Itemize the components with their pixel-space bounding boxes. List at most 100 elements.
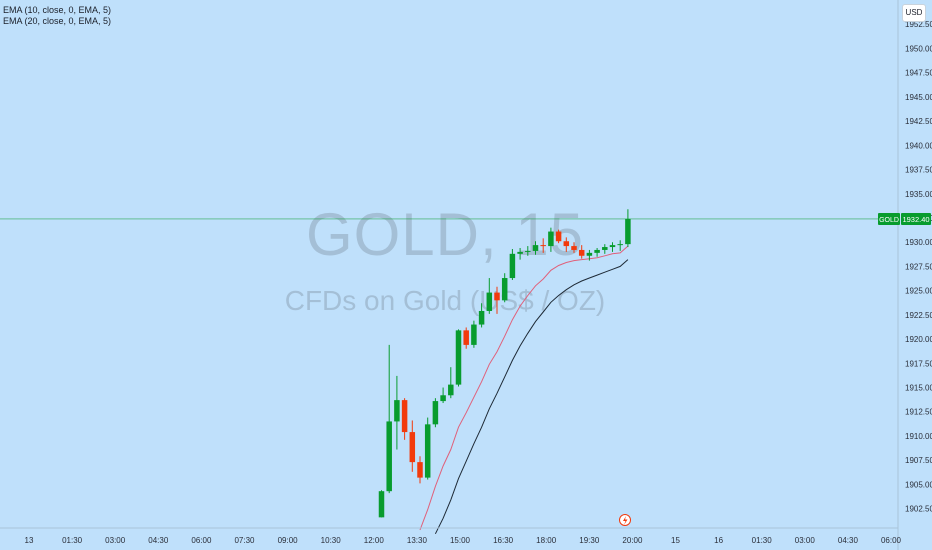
candle: [602, 244, 608, 254]
candle: [463, 327, 469, 349]
candle-body: [401, 400, 408, 433]
y-tick-label: 1940.00: [905, 141, 932, 150]
candle-body: [409, 432, 416, 463]
candle-body: [617, 244, 623, 246]
x-tick-label: 09:00: [278, 536, 299, 545]
last-price-badge: [901, 212, 931, 225]
candle: [378, 490, 385, 518]
candle-body: [602, 247, 608, 250]
candle: [478, 303, 485, 328]
candle: [494, 286, 500, 314]
candle: [424, 417, 431, 480]
candle: [455, 329, 462, 387]
candle-body: [486, 292, 493, 311]
y-tick-label: 1902.50: [905, 505, 932, 514]
candle-body: [463, 330, 469, 345]
ema10-line: [419, 245, 629, 531]
candle: [548, 227, 554, 252]
x-tick-label: 12:00: [364, 536, 385, 545]
candle: [486, 278, 493, 314]
x-tick-label: 06:00: [191, 536, 212, 545]
candle-body: [478, 310, 485, 325]
x-tick-label: 03:00: [795, 536, 816, 545]
candle-body: [525, 250, 531, 252]
y-tick-label: 1945.00: [905, 93, 932, 102]
y-tick-label: 1922.50: [905, 311, 932, 320]
last-price-text: 1932.40: [902, 215, 929, 224]
candle-body: [517, 251, 523, 254]
candle: [509, 248, 516, 280]
indicator-ema10-label[interactable]: EMA (10, close, 0, EMA, 5): [3, 5, 112, 15]
x-tick-label: 01:30: [62, 536, 83, 545]
candle-body: [494, 292, 500, 301]
candle: [594, 248, 600, 257]
indicator-ema20-label[interactable]: EMA (20, close, 0, EMA, 5): [3, 16, 112, 26]
currency-button[interactable]: USD: [902, 4, 926, 22]
y-tick-label: 1950.00: [905, 44, 932, 53]
y-tick-label: 1907.50: [905, 456, 932, 465]
candle-body: [424, 424, 431, 478]
y-tick-label: 1947.50: [905, 69, 932, 78]
ema20-line: [434, 259, 629, 535]
candle: [440, 387, 446, 404]
symbol-badge-text: GOLD: [879, 217, 899, 224]
candle-body: [509, 253, 516, 279]
y-tick-label: 1917.50: [905, 359, 932, 368]
candle-body: [563, 241, 570, 247]
x-tick-label: 13: [25, 536, 34, 545]
candle: [617, 240, 623, 251]
candle-body: [578, 249, 585, 256]
candle-body: [571, 246, 577, 250]
y-tick-label: 1910.00: [905, 432, 932, 441]
candle: [540, 238, 546, 253]
candle-body: [386, 421, 392, 492]
candle: [386, 344, 392, 494]
candle-body: [540, 245, 546, 247]
y-tick-label: 1920.00: [905, 335, 932, 344]
candle: [471, 320, 477, 348]
y-tick-label: 1937.50: [905, 166, 932, 175]
x-tick-label: 15:00: [450, 536, 471, 545]
candle-body: [586, 252, 593, 256]
candle-body: [501, 278, 508, 301]
candle-body: [455, 330, 462, 385]
y-tick-label: 1930.00: [905, 238, 932, 247]
x-tick-label: 04:30: [148, 536, 169, 545]
candle-body: [417, 462, 423, 478]
candle: [401, 398, 408, 440]
candle-body: [532, 245, 539, 251]
candle: [609, 242, 616, 252]
y-tick-label: 1905.00: [905, 480, 932, 489]
candle-body: [394, 400, 400, 422]
candle-body: [594, 249, 600, 253]
x-tick-label: 04:30: [838, 536, 859, 545]
y-tick-label: 1925.00: [905, 287, 932, 296]
candle: [448, 367, 454, 399]
candle-body: [555, 231, 562, 242]
symbol-badge: [878, 212, 900, 225]
candle: [417, 456, 423, 484]
x-tick-label: 20:00: [622, 536, 643, 545]
candle-body: [440, 395, 446, 402]
y-tick-label: 1942.50: [905, 117, 932, 126]
x-tick-label: 18:00: [536, 536, 557, 545]
candle-body: [432, 401, 439, 425]
candle: [625, 209, 631, 248]
candle: [555, 229, 562, 244]
x-tick-label: 16:30: [493, 536, 514, 545]
y-tick-label: 1915.00: [905, 384, 932, 393]
x-tick-label: 01:30: [752, 536, 773, 545]
candle-body: [378, 491, 385, 518]
candle-body: [471, 324, 477, 345]
event-marker-icon[interactable]: [619, 514, 631, 526]
y-tick-label: 1927.50: [905, 262, 932, 271]
x-tick-label: 13:30: [407, 536, 428, 545]
candle: [525, 246, 531, 256]
candle: [517, 248, 523, 260]
x-tick-label: 06:00: [881, 536, 902, 545]
candle: [409, 420, 416, 472]
candle: [571, 242, 577, 253]
candle-body: [609, 245, 616, 248]
